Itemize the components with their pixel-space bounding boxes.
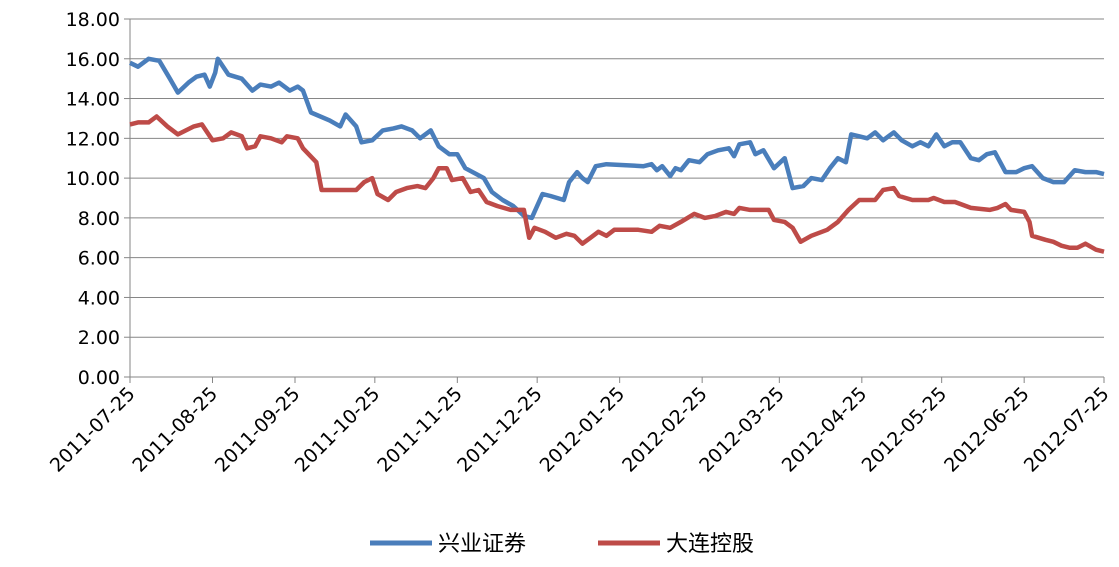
y-tick-label: 2.00 xyxy=(78,327,120,349)
y-tick-label: 0.00 xyxy=(78,367,120,389)
x-tick-label: 2012-05-25 xyxy=(858,383,952,477)
y-tick-label: 16.00 xyxy=(66,49,120,71)
y-tick-label: 6.00 xyxy=(78,248,120,270)
y-tick-label: 12.00 xyxy=(66,128,120,150)
x-tick-label: 2011-07-25 xyxy=(46,383,140,477)
y-tick-label: 10.00 xyxy=(66,168,120,190)
series-line xyxy=(129,114,1105,254)
x-tick-label: 2012-06-25 xyxy=(940,383,1034,477)
y-tick-label: 4.00 xyxy=(78,287,120,309)
legend-text: 大连控股 xyxy=(666,532,754,557)
legend-text: 兴业证券 xyxy=(438,532,526,557)
x-tick-label: 2012-07-25 xyxy=(1020,383,1114,477)
series-line xyxy=(129,56,1105,221)
y-tick-label: 18.00 xyxy=(66,9,120,31)
x-tick-label: 2012-01-25 xyxy=(536,383,630,477)
x-tick-label: 2011-11-25 xyxy=(373,383,467,477)
x-tick-label: 2011-10-25 xyxy=(291,383,385,477)
y-tick-label: 14.00 xyxy=(66,89,120,111)
x-tick-label: 2011-12-25 xyxy=(453,383,547,477)
x-tick-label: 2011-08-25 xyxy=(128,383,222,477)
x-tick-label: 2012-04-25 xyxy=(778,383,872,477)
y-tick-label: 8.00 xyxy=(78,208,120,230)
x-tick-label: 2011-09-25 xyxy=(211,383,305,477)
